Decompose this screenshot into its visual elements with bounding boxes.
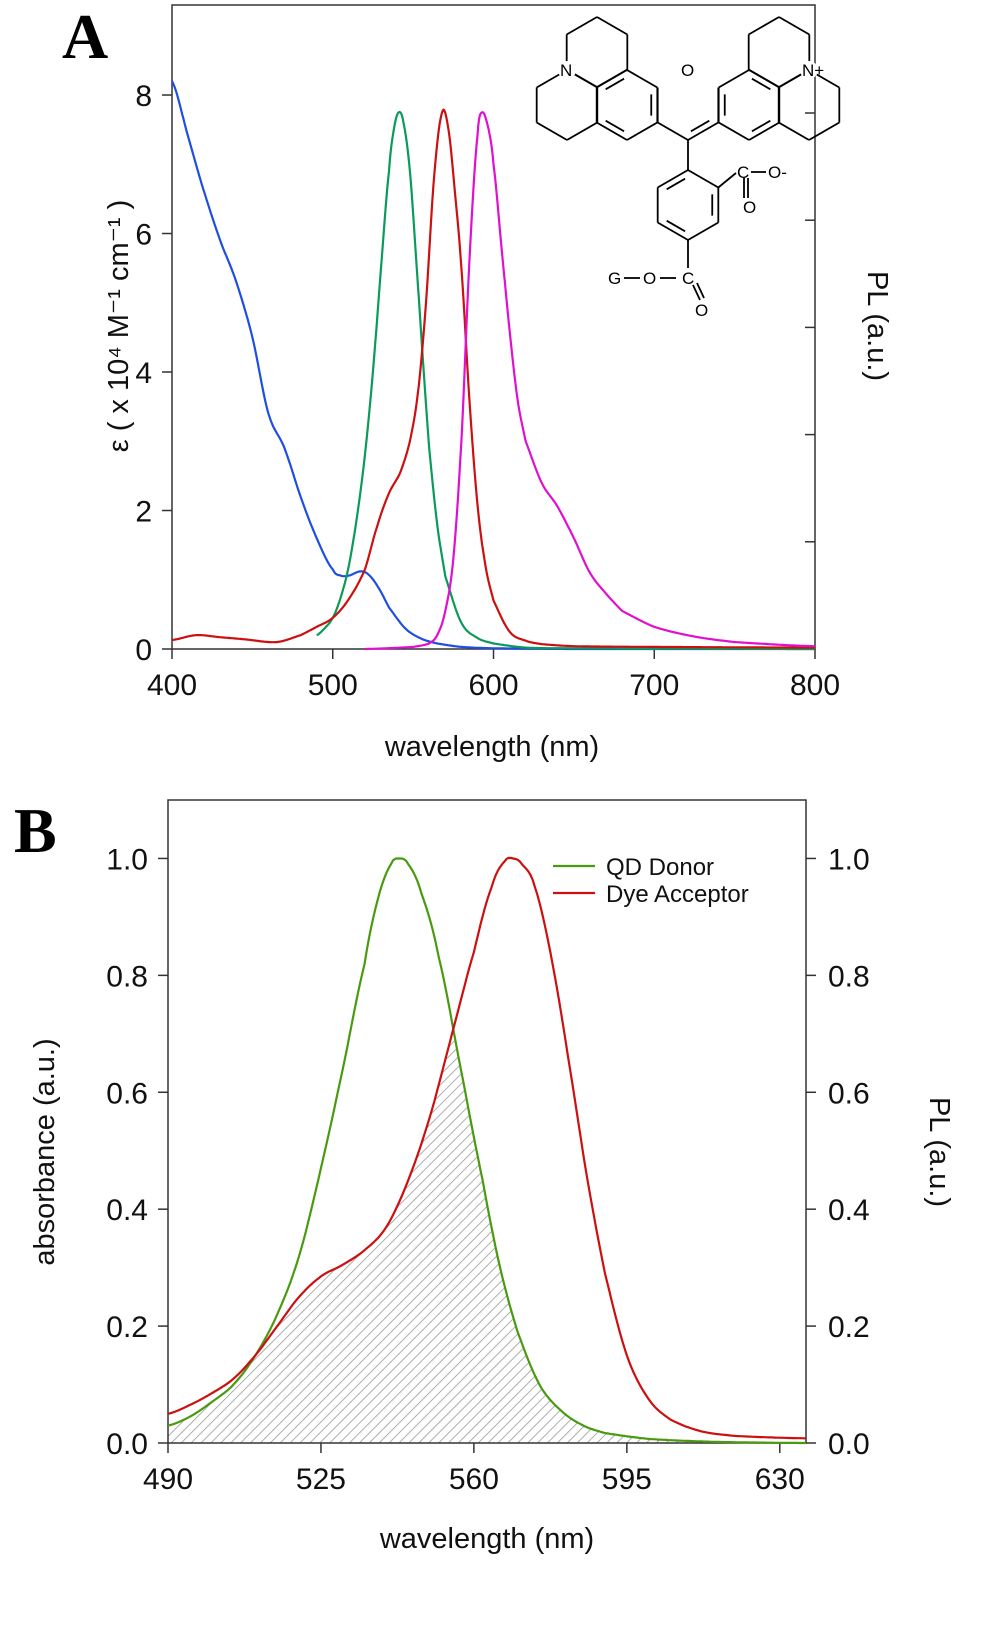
atom-bg [679, 61, 697, 79]
atom-bg [558, 61, 576, 79]
bond [692, 284, 701, 301]
panel-a-label: A [62, 1, 108, 72]
y-tick-label: 8 [135, 80, 152, 113]
atom-g: G [608, 269, 621, 288]
legend-label-dye-acceptor: Dye Acceptor [606, 881, 749, 908]
bond [748, 121, 780, 141]
y-tick-label: 0.0 [106, 1428, 148, 1461]
legend: QD Donor Dye Acceptor [553, 854, 749, 908]
double-bond [751, 119, 771, 133]
bond [748, 68, 780, 88]
bond [596, 68, 628, 88]
bond [536, 121, 568, 141]
y-right-tick-label: 0.0 [828, 1428, 870, 1461]
spacer [500, 10, 501, 11]
y-right-tick-label: 0.8 [828, 960, 870, 993]
legend-label-qd-donor: QD Donor [606, 854, 714, 881]
bond [687, 169, 719, 189]
y-tick-label: 0.6 [106, 1077, 148, 1110]
panel-b-label: B [14, 795, 57, 866]
y-right-tick-label: 0.2 [828, 1311, 870, 1344]
atom-o-ring: O [681, 61, 694, 80]
panel-a-ylabel: ε ( x 10⁴ M⁻¹ cm⁻¹ ) [103, 200, 135, 453]
bond [657, 121, 689, 141]
bond [718, 121, 750, 141]
atom-o-ester-dbl: O [695, 301, 708, 320]
panel-b-ylabel: absorbance (a.u.) [29, 1038, 61, 1265]
y-tick-label: 0.8 [106, 960, 148, 993]
bond [596, 16, 628, 36]
y-right-tick-label: 1.0 [828, 843, 870, 876]
bond [566, 121, 598, 141]
bond [687, 221, 719, 241]
double-bond [666, 177, 686, 191]
y-right-tick-label: 0.4 [828, 1194, 870, 1227]
x-tick-label: 500 [308, 669, 358, 702]
bond [778, 16, 810, 36]
panel-a-ylabel-right: PL (a.u.) [861, 271, 893, 381]
plot-frame [167, 799, 807, 1444]
double-bond [666, 219, 686, 233]
panel-a-chart: 400 500 600 700 800 0 2 4 6 8 [135, 4, 840, 702]
double-bond [690, 119, 710, 133]
atom-bg [800, 61, 818, 79]
y-tick-label: 0.2 [106, 1311, 148, 1344]
x-tick-label: 525 [296, 1463, 346, 1496]
atom-n-left: N [560, 61, 572, 80]
structure-atom-labels: N O N+ C O- O C O G O [560, 61, 824, 320]
bond [657, 221, 689, 241]
panel-a-xlabel: wavelength (nm) [384, 731, 599, 763]
y-tick-label: 0.4 [106, 1194, 148, 1227]
x-tick-label: 490 [143, 1463, 193, 1496]
bond [687, 121, 719, 141]
bond [808, 121, 840, 141]
x-tick-label: 400 [147, 669, 197, 702]
x-tick-label: 595 [602, 1463, 652, 1496]
x-tick-label: 800 [790, 669, 840, 702]
x-tick-label: 700 [629, 669, 679, 702]
y-tick-label: 4 [135, 357, 152, 390]
bond [596, 121, 628, 141]
x-tick-label: 560 [449, 1463, 499, 1496]
series-line-1 [316, 110, 815, 651]
bond [717, 172, 737, 189]
chemical-structure-inset [500, 10, 841, 301]
series-line-dye-acceptor [167, 856, 806, 1440]
bond [718, 69, 750, 89]
double-bond [605, 119, 625, 133]
x-tick-label: 600 [468, 669, 518, 702]
atom-o-ester: O [643, 269, 656, 288]
panel-b-xlabel: wavelength (nm) [379, 1523, 594, 1555]
atom-n-right: N+ [802, 61, 824, 80]
bond [778, 121, 810, 141]
double-bond [605, 77, 625, 91]
y-tick-label: 6 [135, 219, 152, 252]
panel-b-chart: 490 525 560 595 630 0.0 0.0 0.2 0.2 0.4 0.4 0.6 0.6 0… [106, 799, 870, 1496]
bond [566, 16, 598, 36]
x-tick-label: 630 [755, 1463, 805, 1496]
atom-o-minus: O- [768, 163, 787, 182]
y-tick-label: 0 [135, 634, 152, 667]
bond [748, 16, 780, 36]
double-bond [751, 77, 771, 91]
y-tick-label: 2 [135, 496, 152, 529]
bond [696, 282, 705, 299]
y-right-tick-label: 0.6 [828, 1077, 870, 1110]
atom-o-acid-dbl: O [743, 198, 756, 217]
bond [626, 121, 658, 141]
bond [657, 169, 689, 189]
series-line-3 [364, 111, 815, 651]
y-tick-label: 1.0 [106, 843, 148, 876]
panel-b-ylabel-right: PL (a.u.) [923, 1097, 955, 1207]
series-line-qd-donor [167, 857, 806, 1445]
overlap-hatched-area [168, 1033, 806, 1443]
bond [626, 69, 658, 89]
atom-c-acid: C [737, 163, 749, 182]
series-line-2 [171, 108, 815, 649]
atom-c-ester: C [682, 269, 694, 288]
